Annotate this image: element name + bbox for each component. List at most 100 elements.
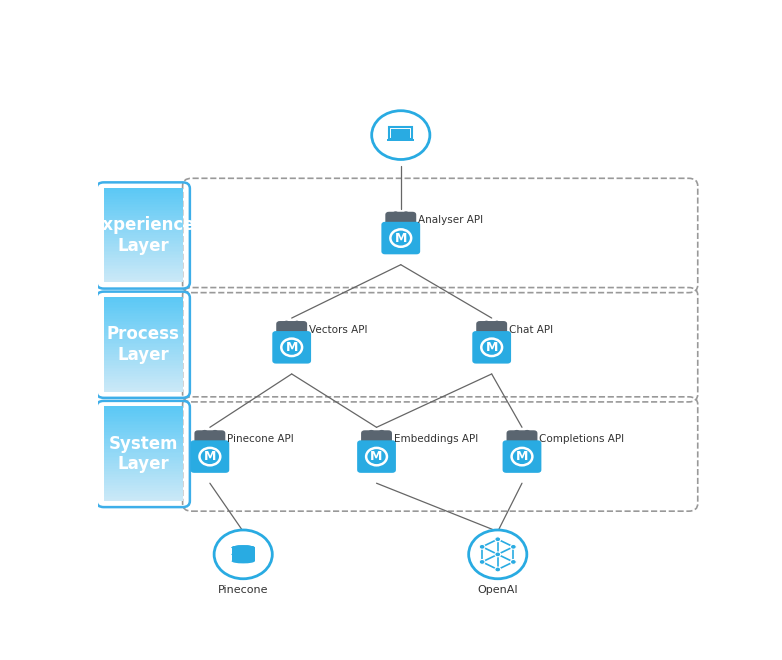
Bar <box>389 223 413 224</box>
Bar <box>280 332 303 333</box>
Bar <box>104 417 183 420</box>
Circle shape <box>371 111 430 160</box>
Bar <box>104 349 183 351</box>
Bar <box>104 490 183 492</box>
Bar <box>280 332 303 333</box>
Bar <box>104 450 183 453</box>
Text: Process
Layer: Process Layer <box>107 325 180 364</box>
Bar <box>104 194 183 196</box>
Bar <box>104 412 183 415</box>
Circle shape <box>366 448 387 465</box>
Circle shape <box>202 430 208 435</box>
Bar <box>198 442 221 443</box>
Bar <box>104 424 183 426</box>
Ellipse shape <box>231 545 255 550</box>
Bar <box>389 223 413 224</box>
Text: Experience
Layer: Experience Layer <box>91 216 195 255</box>
FancyBboxPatch shape <box>389 127 412 139</box>
FancyBboxPatch shape <box>195 430 225 446</box>
Circle shape <box>514 430 520 435</box>
Circle shape <box>483 321 490 326</box>
Bar <box>104 211 183 214</box>
Bar <box>104 259 183 261</box>
Bar <box>104 475 183 477</box>
Bar <box>104 330 183 332</box>
Bar <box>104 432 183 434</box>
FancyBboxPatch shape <box>507 430 537 446</box>
Bar <box>104 425 183 428</box>
Bar <box>104 226 183 228</box>
Bar <box>104 246 183 248</box>
Bar <box>104 492 183 495</box>
Bar <box>280 332 303 333</box>
Bar <box>104 205 183 207</box>
Bar <box>104 488 183 490</box>
Bar <box>104 277 183 279</box>
Text: Embeddings API: Embeddings API <box>394 434 478 444</box>
Circle shape <box>481 339 502 356</box>
Bar <box>104 234 183 236</box>
Bar <box>104 358 183 360</box>
Bar <box>104 274 183 277</box>
Bar <box>104 319 183 321</box>
Circle shape <box>378 430 385 435</box>
Bar <box>480 332 504 333</box>
Bar <box>104 261 183 264</box>
Bar <box>104 474 183 476</box>
Bar <box>104 276 183 278</box>
Bar <box>389 223 413 224</box>
Bar <box>104 210 183 212</box>
Bar <box>104 379 183 381</box>
Bar <box>389 223 413 224</box>
Circle shape <box>511 448 533 465</box>
Bar <box>104 257 183 259</box>
Bar <box>104 191 183 193</box>
Bar <box>104 452 183 454</box>
Bar <box>104 422 183 424</box>
Circle shape <box>393 211 399 216</box>
Bar <box>104 305 183 307</box>
Circle shape <box>368 430 375 435</box>
Bar <box>104 244 183 246</box>
Bar <box>104 442 183 445</box>
Bar <box>104 491 183 493</box>
Circle shape <box>495 552 500 557</box>
Bar <box>104 304 183 306</box>
Bar <box>104 273 183 275</box>
Bar <box>104 299 183 301</box>
Bar <box>104 229 183 231</box>
Bar <box>389 223 413 224</box>
Bar <box>104 480 183 482</box>
Bar <box>104 325 183 327</box>
Text: M: M <box>285 341 298 354</box>
Bar <box>104 321 183 323</box>
FancyBboxPatch shape <box>476 321 508 337</box>
Bar <box>104 466 183 468</box>
FancyBboxPatch shape <box>382 222 420 254</box>
Bar <box>104 377 183 379</box>
Bar <box>104 441 183 443</box>
Bar <box>104 473 183 475</box>
Bar <box>104 251 183 253</box>
Bar <box>104 368 183 370</box>
Bar <box>104 260 183 262</box>
Bar <box>104 300 183 302</box>
Bar <box>104 338 183 340</box>
Text: Pinecone API: Pinecone API <box>228 434 294 444</box>
Bar <box>104 376 183 378</box>
Bar <box>104 193 183 195</box>
Text: M: M <box>486 341 498 354</box>
Bar <box>104 410 183 412</box>
Bar <box>280 332 303 333</box>
Bar <box>104 341 183 343</box>
Bar <box>104 332 183 334</box>
Bar <box>104 346 183 348</box>
Bar <box>104 411 183 413</box>
Bar <box>104 335 183 337</box>
Circle shape <box>511 560 516 564</box>
Bar <box>104 266 183 269</box>
Bar <box>104 249 183 251</box>
Ellipse shape <box>231 552 255 556</box>
Bar <box>231 548 255 554</box>
Bar <box>104 329 183 331</box>
